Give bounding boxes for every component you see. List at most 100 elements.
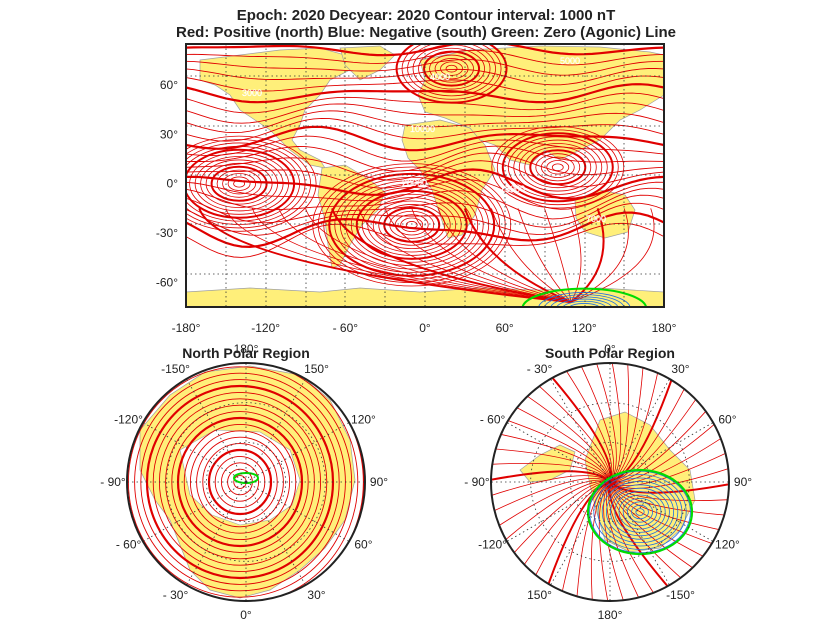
contour-line: [339, 180, 484, 270]
figure-title-line2: Red: Positive (north) Blue: Negative (so…: [176, 24, 676, 41]
polar-angle-label: 150°: [527, 588, 552, 602]
polar-grid-spoke: [142, 481, 247, 542]
negative-contour-line: [550, 296, 619, 307]
contour-line: [609, 389, 703, 483]
polar-grid-spoke: [142, 422, 247, 483]
y-tick-label: 30°: [160, 127, 178, 141]
south-polar-grid: [491, 363, 729, 601]
contour-line: [394, 214, 429, 236]
polar-angle-label: -120°: [478, 537, 507, 551]
polar-angle-label: 60°: [354, 537, 372, 551]
x-tick-label: -180°: [172, 321, 201, 335]
polar-grid-spoke: [186, 481, 247, 586]
contour-line: [491, 477, 611, 517]
contour-line: [609, 402, 715, 483]
contour-line: [609, 481, 690, 587]
contour-line: [395, 44, 508, 104]
contour-line: [496, 416, 611, 483]
negative-contour-line: [562, 300, 607, 307]
contour-line: [225, 208, 572, 303]
contour-line: [551, 163, 564, 172]
north-polar-title: North Polar Region: [182, 345, 310, 361]
contour-line: [384, 208, 572, 303]
polar-angle-label: - 90°: [464, 475, 490, 489]
contour-line: [570, 208, 605, 303]
polar-grid-spoke: [609, 422, 714, 483]
contour-line: [496, 129, 619, 206]
polar-grid-spoke: [550, 481, 611, 586]
polar-angle-label: 120°: [351, 413, 376, 427]
land-australia: [574, 189, 636, 239]
polar-grid-spoke: [245, 422, 350, 483]
contour-line: [186, 44, 664, 57]
x-tick-label: 0°: [419, 321, 431, 335]
polar-angle-label: -150°: [666, 588, 695, 602]
polar-grid-spoke: [506, 481, 611, 542]
polar-angle-label: - 30°: [163, 588, 189, 602]
polar-angle-label: 120°: [715, 537, 740, 551]
south-polar-frame: [490, 362, 730, 602]
contour-label-15000: 15000: [500, 184, 525, 194]
contour-line: [540, 156, 575, 178]
contour-line: [491, 126, 625, 209]
polar-angle-label: - 30°: [527, 362, 553, 376]
contour-line: [186, 194, 664, 228]
polar-grid-spoke: [186, 378, 247, 483]
contour-line: [127, 363, 359, 601]
contour-line: [535, 153, 581, 182]
contour-line: [491, 208, 572, 303]
contour-line: [544, 208, 572, 303]
contour-line: [355, 189, 468, 260]
contour-line: [378, 204, 446, 246]
contour-line: [546, 160, 570, 175]
contour-line: [543, 481, 611, 596]
contour-line: [186, 152, 664, 181]
land-north-america: [199, 47, 351, 169]
contour-line: [186, 110, 664, 134]
main-x-tick-labels: -180° -120° - 60° 0° 60° 120° 180°: [172, 321, 677, 335]
contour-line: [186, 135, 664, 162]
main-map-frame: [185, 43, 665, 308]
polar-angle-label: 30°: [671, 362, 689, 376]
contour-line: [609, 481, 729, 494]
contour-line: [233, 179, 246, 188]
contour-line: [609, 447, 729, 487]
contour-line: [186, 135, 317, 232]
contour-line: [152, 391, 328, 573]
polar-grid-circle: [205, 441, 287, 523]
contour-line: [205, 162, 273, 205]
polar-angle-label: 180°: [234, 342, 259, 356]
main-grid: [186, 44, 664, 307]
polar-angle-label: 180°: [598, 608, 623, 620]
x-tick-label: 120°: [572, 321, 597, 335]
contour-line: [570, 208, 655, 303]
negative-contour-line: [631, 504, 649, 520]
contour-line: [609, 368, 677, 483]
contour-line: [434, 58, 469, 80]
north-polar-frame: [126, 362, 366, 602]
contour-line: [524, 146, 592, 189]
negative-contour-line: [622, 497, 658, 526]
contour-label-20000: 20000: [402, 178, 427, 188]
south-polar-angle-labels: 0° 30° - 30° 60° - 60° 90° - 90° 120° -120° 150° -…: [464, 342, 752, 620]
contour-line: [407, 44, 496, 97]
polar-angle-label: - 90°: [100, 475, 126, 489]
polar-angle-label: 150°: [304, 362, 329, 376]
contour-line: [570, 208, 582, 303]
contour-line: [463, 208, 572, 303]
polar-grid-spoke: [506, 422, 611, 483]
contour-line: [491, 462, 611, 483]
north-polar-angle-labels: 180° 150° -150° 120° -120° 90° - 90° 60° - 60° 30…: [100, 342, 388, 620]
y-tick-label: 0°: [167, 177, 179, 191]
contour-line: [609, 481, 729, 517]
north-polar-grid: [127, 363, 365, 601]
x-tick-label: 180°: [652, 321, 677, 335]
contour-line: [252, 208, 572, 303]
contour-line: [429, 54, 474, 83]
contour-line: [501, 132, 614, 203]
contour-line: [171, 411, 309, 553]
polar-angle-label: -120°: [114, 413, 143, 427]
figure-title-line1: Epoch: 2020 Decyear: 2020 Contour interv…: [237, 7, 615, 24]
contour-line: [605, 481, 645, 601]
polar-grid-spoke: [609, 481, 714, 542]
